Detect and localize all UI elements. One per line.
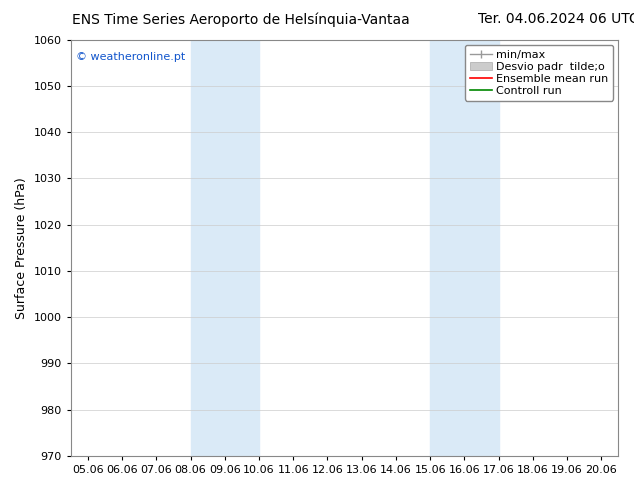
Text: © weatheronline.pt: © weatheronline.pt	[76, 52, 185, 62]
Bar	[430, 40, 499, 456]
Y-axis label: Surface Pressure (hPa): Surface Pressure (hPa)	[15, 177, 28, 318]
Text: ENS Time Series Aeroporto de Helsínquia-Vantaa: ENS Time Series Aeroporto de Helsínquia-…	[72, 12, 410, 27]
Text: Ter. 04.06.2024 06 UTC: Ter. 04.06.2024 06 UTC	[477, 12, 634, 26]
Legend: min/max, Desvio padr  tilde;o, Ensemble mean run, Controll run: min/max, Desvio padr tilde;o, Ensemble m…	[465, 45, 613, 100]
Bar	[191, 40, 259, 456]
